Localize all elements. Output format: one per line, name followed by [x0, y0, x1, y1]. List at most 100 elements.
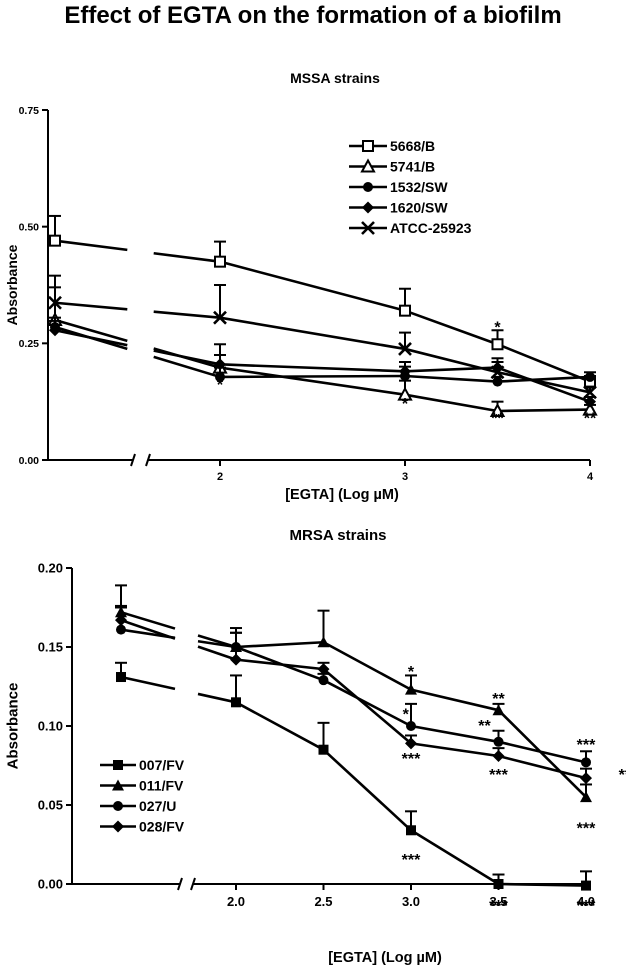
significance-label: * — [402, 396, 409, 413]
x-tick-label: 3 — [402, 471, 408, 483]
y-tick-label: 0.50 — [19, 221, 40, 233]
significance-label: ** — [492, 691, 505, 708]
legend-label: 007/FV — [139, 757, 185, 773]
data-point — [230, 653, 242, 666]
x-tick-label: 3.0 — [402, 894, 420, 909]
legend-marker — [113, 760, 123, 770]
data-point — [231, 697, 241, 708]
chart-title: MSSA strains — [290, 70, 380, 86]
series-line — [497, 709, 587, 799]
data-point — [214, 358, 226, 371]
x-tick-label: 4 — [587, 471, 594, 483]
y-tick-label: 0.10 — [38, 719, 63, 734]
data-point — [397, 386, 413, 401]
series-line — [235, 640, 324, 649]
legend-marker — [362, 201, 374, 214]
data-point — [49, 234, 61, 247]
data-point — [493, 736, 504, 747]
y-axis-label: Absorbance — [4, 244, 20, 325]
data-point — [493, 879, 504, 889]
series-line — [497, 343, 591, 383]
significance-label: *** — [619, 767, 626, 784]
series-line — [153, 251, 221, 263]
data-point — [580, 791, 592, 803]
axis-break-mark — [145, 453, 151, 467]
significance-label: *** — [402, 852, 421, 869]
series-line — [410, 688, 499, 712]
data-point — [214, 255, 226, 268]
data-point — [215, 371, 225, 382]
y-tick-label: 0.05 — [38, 798, 63, 813]
series-line — [410, 724, 499, 744]
series-line — [497, 408, 591, 413]
legend-label: 028/FV — [139, 819, 185, 835]
series-line — [54, 328, 128, 347]
data-point — [406, 721, 416, 731]
y-axis-label: Absorbance — [5, 683, 22, 770]
y-tick-label: 0.25 — [19, 338, 40, 350]
data-point — [318, 675, 329, 686]
axis-break-mark — [130, 453, 136, 467]
data-point — [213, 310, 227, 325]
series-line — [404, 309, 498, 346]
series-line — [219, 366, 406, 396]
y-tick-label: 0.20 — [38, 561, 63, 576]
series-line — [498, 754, 587, 780]
series-line — [54, 318, 128, 343]
data-point — [48, 295, 62, 310]
x-tick-label: 2.5 — [314, 894, 332, 909]
data-point — [318, 744, 329, 755]
data-point — [399, 304, 411, 317]
significance-label: *** — [577, 737, 596, 754]
data-point — [49, 324, 61, 337]
series-line — [197, 639, 237, 649]
significance-label: * — [403, 707, 410, 724]
significance-label: * — [494, 320, 501, 337]
legend-label: ATCC-25923 — [390, 220, 472, 236]
y-tick-label: 0.15 — [38, 640, 63, 655]
series-line — [219, 316, 406, 351]
data-point — [580, 772, 592, 785]
legend-label: 011/FV — [139, 778, 184, 794]
series-line — [322, 641, 412, 691]
series-line — [120, 610, 176, 630]
series-line — [54, 301, 128, 311]
legend-marker — [112, 779, 124, 791]
data-point — [317, 636, 330, 648]
data-point — [492, 750, 505, 763]
significance-label: ** — [491, 411, 504, 428]
series-line — [404, 347, 498, 374]
legend-marker — [360, 158, 376, 173]
data-point — [583, 385, 597, 400]
data-point — [405, 683, 417, 695]
series-line — [404, 393, 498, 413]
y-tick-label: 0.75 — [19, 105, 40, 117]
data-point — [584, 395, 596, 408]
legend-label: 5741/B — [390, 159, 435, 175]
series-line — [219, 260, 406, 312]
data-point — [116, 624, 126, 635]
series-line — [197, 692, 237, 704]
y-tick-label: 0.00 — [38, 877, 63, 892]
series-line — [54, 239, 128, 252]
significance-label: * — [217, 377, 224, 394]
series-line — [322, 668, 412, 745]
legend-label: 1532/SW — [390, 179, 448, 195]
series-line — [498, 740, 587, 764]
series-line — [410, 829, 500, 886]
series-line — [120, 675, 176, 691]
series-line — [497, 375, 591, 383]
series-line — [322, 679, 412, 728]
data-point — [581, 757, 591, 768]
series-line — [497, 366, 591, 403]
series-line — [219, 374, 406, 379]
legend-marker — [113, 801, 123, 811]
legend-label: 1620/SW — [390, 200, 448, 216]
x-tick-label: 3.5 — [489, 894, 507, 909]
axis-break-mark — [190, 877, 196, 891]
series-line — [197, 645, 237, 661]
data-point — [489, 402, 506, 417]
legend-marker — [363, 182, 373, 192]
series-line — [235, 658, 324, 671]
